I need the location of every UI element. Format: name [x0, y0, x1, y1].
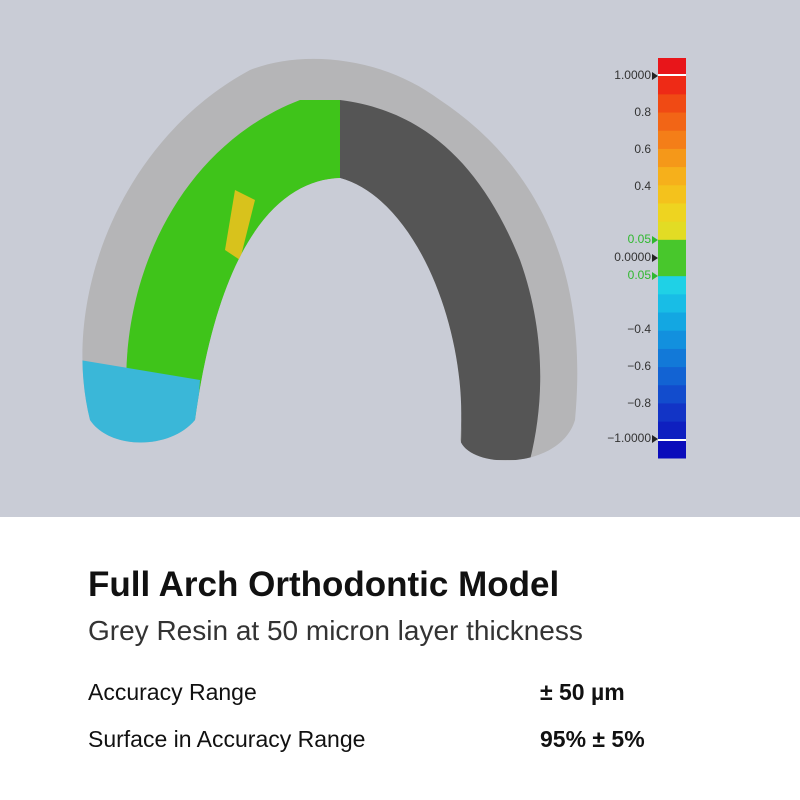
scale-band: [658, 276, 686, 295]
scale-label: 0.8: [634, 105, 651, 119]
scale-arrow: [652, 435, 658, 443]
scale-label: 1.0000: [614, 68, 651, 82]
scale-band: [658, 439, 686, 459]
scale-label: 0.05: [628, 232, 652, 246]
scale-band: [658, 112, 686, 132]
color-scale: 1.0000 0.8 0.6 0.4 0.05 0.0000 0.05 −0.4 −0.6 −0.…: [607, 58, 686, 459]
scale-band: [658, 185, 686, 204]
scale-band: [658, 258, 686, 277]
scale-band: [658, 367, 686, 386]
title: Full Arch Orthodontic Model: [88, 565, 560, 604]
scale-label: −0.8: [627, 396, 651, 410]
scale-band: [658, 76, 686, 95]
scale-label: 0.05: [628, 268, 652, 282]
scale-marker: [658, 439, 686, 441]
scale-arrow: [652, 236, 658, 244]
scale-band: [658, 403, 686, 423]
scale-label: 0.6: [634, 142, 651, 156]
scale-band: [658, 130, 686, 150]
subtitle: Grey Resin at 50 micron layer thickness: [88, 615, 583, 646]
spec-label: Surface in Accuracy Range: [88, 726, 366, 752]
scale-band: [658, 312, 686, 332]
scale-band: [658, 167, 686, 186]
scale-band: [658, 330, 686, 350]
scale-band: [658, 294, 686, 314]
scale-label: −1.0000: [607, 431, 651, 445]
scale-band: [658, 58, 686, 77]
spec-value: ± 50 µm: [540, 679, 625, 705]
scale-label: 0.4: [634, 179, 651, 193]
scale-label: 0.0000: [614, 250, 651, 264]
info-panel: Full Arch Orthodontic Model Grey Resin a…: [0, 517, 800, 800]
scale-arrow: [652, 272, 658, 280]
scale-band: [658, 348, 686, 368]
scale-arrow: [652, 254, 658, 262]
scale-band: [658, 148, 686, 168]
scale-band: [658, 239, 686, 259]
spec-label: Accuracy Range: [88, 679, 257, 705]
scale-label: −0.6: [627, 359, 651, 373]
scale-band: [658, 421, 686, 441]
scale-arrow: [652, 72, 658, 80]
scale-band: [658, 203, 686, 223]
scan-view: 1.0000 0.8 0.6 0.4 0.05 0.0000 0.05 −0.4 −0.6 −0.…: [82, 58, 686, 461]
scale-band: [658, 94, 686, 114]
scale-band: [658, 221, 686, 241]
scale-label: −0.4: [627, 322, 651, 336]
scale-band: [658, 385, 686, 404]
scale-marker: [658, 74, 686, 76]
scan-panel: 1.0000 0.8 0.6 0.4 0.05 0.0000 0.05 −0.4 −0.6 −0.…: [0, 0, 800, 517]
spec-value: 95% ± 5%: [540, 726, 645, 752]
